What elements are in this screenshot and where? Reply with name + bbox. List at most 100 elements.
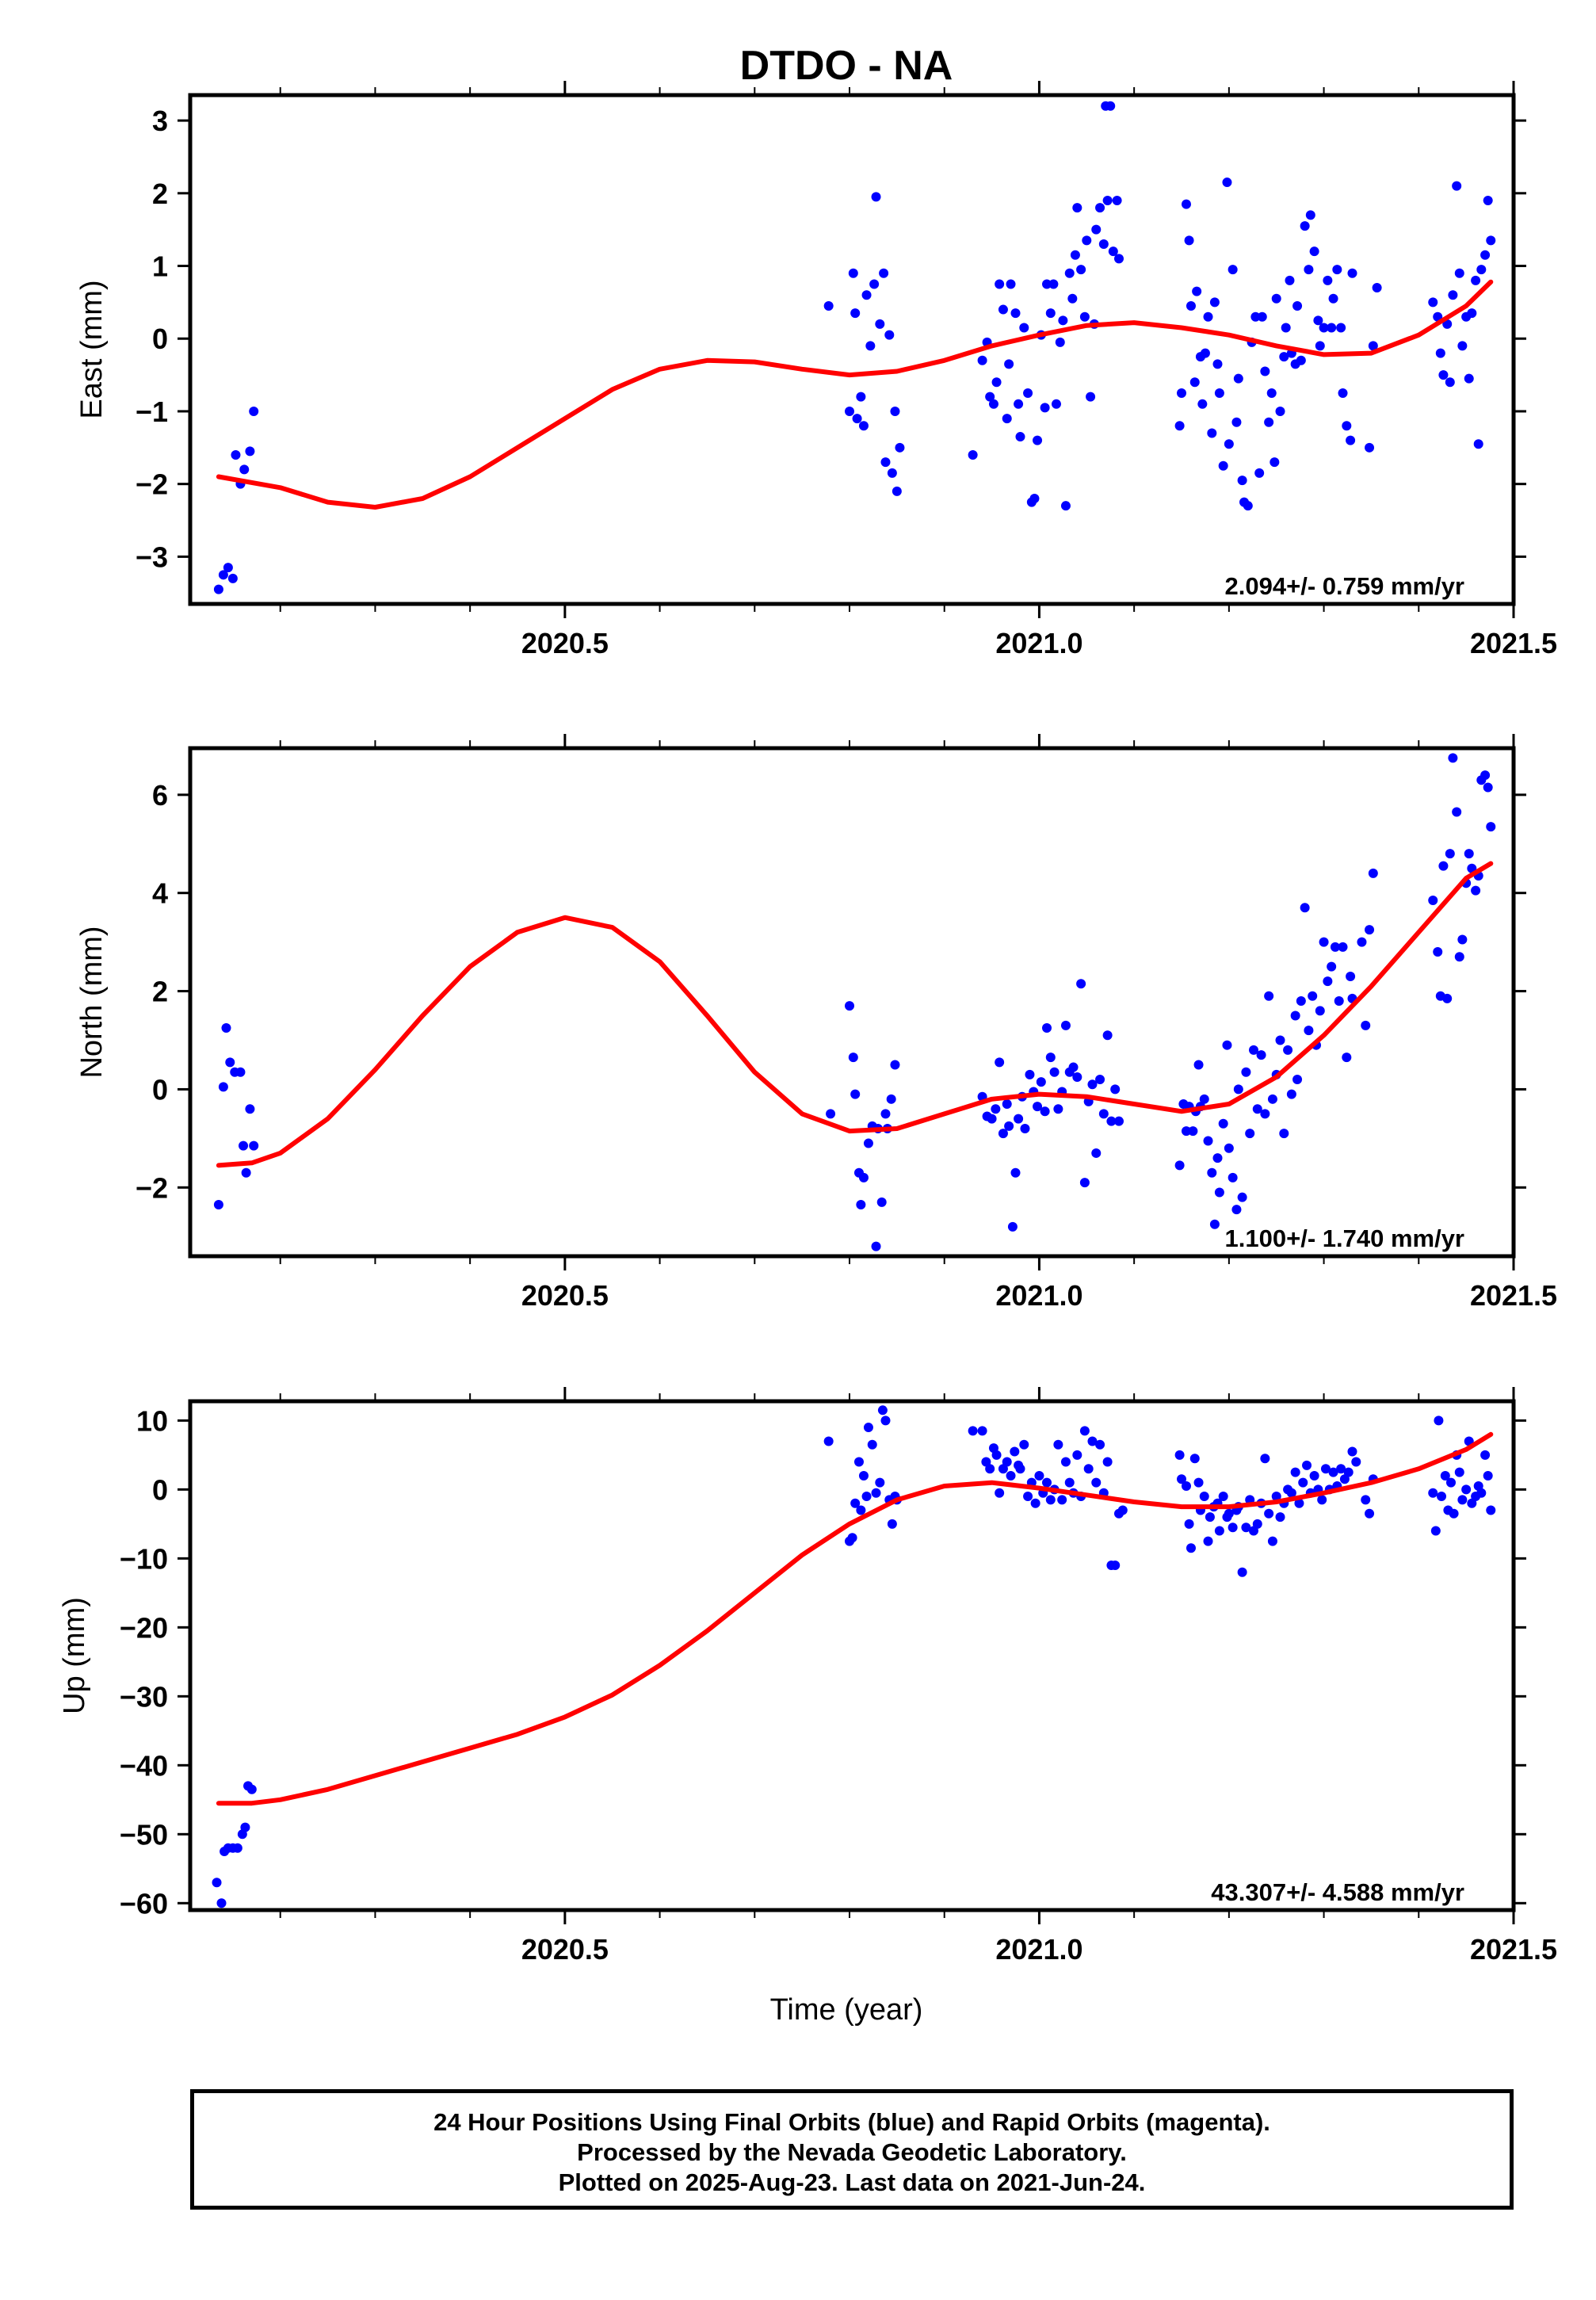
plot-area (213, 753, 1496, 1251)
data-point (1336, 323, 1346, 333)
data-point (1279, 1129, 1289, 1139)
data-point (856, 1505, 866, 1515)
data-point (858, 1172, 869, 1182)
data-point (1053, 1104, 1063, 1114)
data-point (1214, 1526, 1224, 1536)
data-point (1060, 1457, 1071, 1467)
data-point (245, 1104, 255, 1114)
data-point (1361, 1495, 1371, 1505)
data-point (223, 563, 233, 573)
data-point (856, 392, 866, 402)
data-point (1113, 254, 1124, 264)
data-point (1471, 885, 1481, 896)
data-point (1480, 250, 1491, 260)
data-point (867, 1439, 877, 1450)
data-point (1034, 1470, 1044, 1480)
data-point (1036, 1077, 1046, 1087)
data-point (1098, 239, 1109, 250)
data-point (823, 1436, 834, 1446)
data-point (1445, 1477, 1456, 1488)
data-point (998, 304, 1008, 315)
data-point (1040, 1106, 1050, 1117)
data-point (1070, 250, 1080, 260)
panel-frame (188, 93, 1516, 606)
data-point (1068, 1062, 1079, 1072)
data-point (1351, 1457, 1361, 1467)
data-point (1174, 421, 1185, 431)
data-point (1025, 1069, 1035, 1079)
data-point (1113, 1116, 1124, 1126)
data-point (1102, 1457, 1113, 1467)
data-point (1440, 1470, 1450, 1480)
data-point (1086, 392, 1096, 402)
data-point (887, 468, 897, 478)
data-point (1205, 1512, 1215, 1523)
data-point (1361, 1020, 1371, 1030)
data-point (1438, 370, 1449, 380)
y-tick-label: 3 (152, 105, 168, 137)
data-point (1483, 782, 1493, 793)
data-point (856, 1199, 866, 1209)
data-point (1298, 1477, 1308, 1488)
data-point (1245, 1129, 1255, 1139)
data-point (1476, 265, 1487, 275)
data-point (880, 457, 891, 468)
data-point (858, 1470, 869, 1480)
data-point (232, 1843, 242, 1853)
data-point (1304, 1026, 1314, 1036)
data-point (1189, 1454, 1200, 1464)
data-point (1057, 1495, 1067, 1505)
data-point (1448, 753, 1458, 763)
data-point (1430, 1526, 1441, 1536)
data-point (991, 1450, 1002, 1460)
y-tick-label: 6 (152, 779, 168, 812)
footer-line-3: Plotted on 2025-Aug-23. Last data on 202… (558, 2168, 1146, 2196)
data-point (875, 319, 885, 329)
data-point (213, 1199, 223, 1209)
data-point (1357, 937, 1367, 947)
x-tick-label: 2021.5 (1470, 627, 1557, 659)
y-axis-label: North (mm) (75, 926, 109, 1078)
data-point (1347, 1446, 1357, 1457)
data-point (1338, 388, 1348, 399)
data-point (1243, 501, 1253, 511)
data-point (1332, 265, 1342, 275)
data-point (1007, 1221, 1018, 1232)
data-point (1464, 849, 1474, 859)
data-point (850, 308, 861, 319)
data-point (1019, 1439, 1029, 1450)
data-point (1309, 246, 1319, 257)
data-point (1315, 1006, 1325, 1016)
data-point (246, 1784, 257, 1794)
data-point (1237, 1192, 1247, 1202)
data-point (1233, 1084, 1243, 1095)
data-point (1200, 348, 1210, 358)
data-point (1033, 1102, 1043, 1112)
data-point (1212, 359, 1223, 369)
data-point (1346, 971, 1356, 981)
data-point (1290, 1011, 1300, 1021)
data-point (1091, 1148, 1102, 1158)
data-point (1296, 995, 1306, 1006)
data-point (1174, 1450, 1185, 1460)
data-point (249, 406, 259, 416)
data-point (1079, 311, 1090, 322)
data-point (1317, 1495, 1327, 1505)
data-point (1319, 323, 1329, 333)
data-point (995, 1488, 1005, 1498)
data-point (1473, 439, 1483, 449)
data-point (1428, 1488, 1438, 1498)
x-axis-label: Time (year) (770, 1993, 923, 2027)
data-point (1053, 1439, 1063, 1450)
data-point (1112, 195, 1122, 205)
data-point (1343, 1467, 1354, 1477)
data-point (1281, 323, 1291, 333)
data-point (1212, 1153, 1223, 1163)
data-point (977, 1426, 987, 1436)
x-tick-label: 2021.5 (1470, 1279, 1557, 1312)
plot-area (212, 1405, 1496, 1908)
data-point (1004, 359, 1014, 369)
data-point (1271, 293, 1281, 304)
model-fit-line (216, 1431, 1494, 1806)
data-point (1045, 1053, 1056, 1063)
